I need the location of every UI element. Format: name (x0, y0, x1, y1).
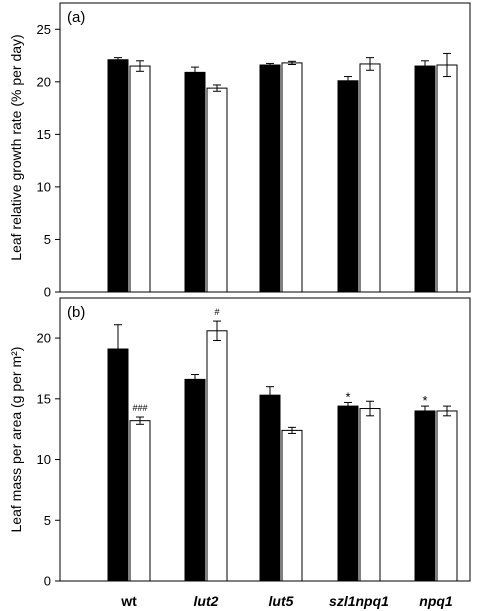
y-tick-label: 0 (44, 574, 51, 589)
y-tick-label: 5 (44, 513, 51, 528)
bar (281, 62, 303, 293)
y-tick-label: 0 (44, 285, 51, 300)
y-tick-label: 15 (37, 127, 51, 142)
bar (206, 330, 228, 582)
bar (359, 408, 381, 582)
bar (184, 71, 206, 293)
bar (414, 65, 436, 293)
y-axis-title: Leaf mass per area (g per m²) (8, 347, 24, 533)
significance-mark: ### (132, 403, 147, 413)
panel-a: 0 5 10 15 20 25 (a) Leaf relative growth rate (… (8, 2, 471, 300)
bar (184, 378, 206, 582)
y-axis-title: Leaf relative growth rate (% per day) (8, 34, 24, 260)
bar (337, 80, 359, 293)
bar (359, 63, 381, 293)
bar (107, 59, 129, 293)
significance-mark: # (214, 307, 219, 317)
bar (436, 410, 458, 582)
bar (414, 410, 436, 582)
bar (436, 64, 458, 293)
x-tick-label: npq1 (419, 593, 453, 609)
bar (337, 405, 359, 582)
bar (206, 87, 228, 293)
bar (259, 64, 281, 293)
x-axis-labels: wt lut2 lut5 szl1npq1 npq1 (120, 593, 453, 609)
bar (129, 420, 151, 582)
y-tick-label: 25 (37, 22, 51, 37)
y-tick-label: 5 (44, 232, 51, 247)
x-tick-label: szl1npq1 (329, 593, 389, 609)
y-tick-label: 15 (37, 391, 51, 406)
significance-mark: * (345, 389, 350, 404)
y-tick-label: 10 (37, 179, 51, 194)
y-tick-label: 20 (37, 74, 51, 89)
bar (129, 65, 151, 293)
panel-b: 0 5 10 15 20 (b) Leaf mass per area (g per m²)… (8, 297, 471, 589)
bar (107, 348, 129, 582)
significance-mark: * (422, 393, 427, 408)
panel-label: (b) (67, 304, 85, 321)
bar (281, 429, 303, 582)
x-tick-label: wt (120, 593, 137, 609)
bar (259, 394, 281, 582)
x-tick-label: lut2 (194, 593, 219, 609)
panel-label: (a) (67, 9, 85, 26)
y-tick-label: 10 (37, 452, 51, 467)
y-tick-label: 20 (37, 331, 51, 346)
x-tick-label: lut5 (269, 593, 294, 609)
